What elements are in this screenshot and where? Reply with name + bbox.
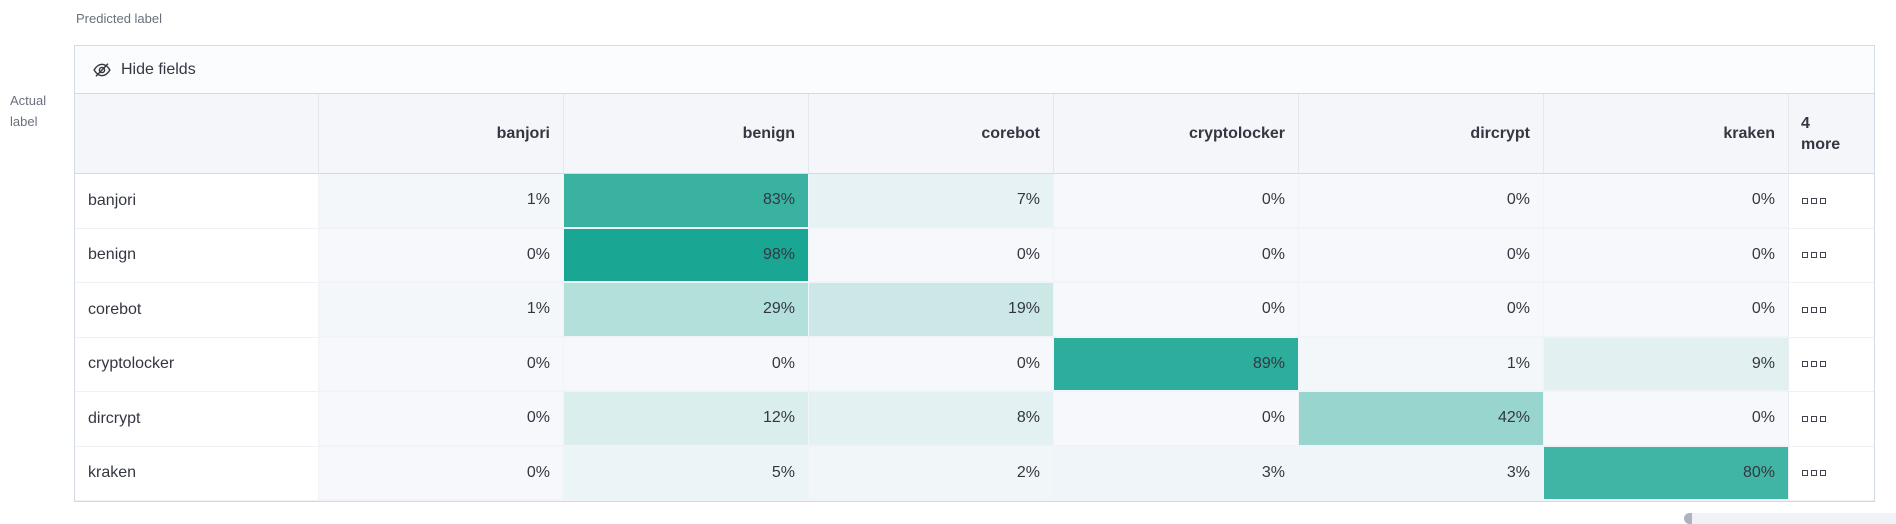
row-more-button-dircrypt[interactable]	[1788, 392, 1874, 447]
column-header-corebot[interactable]: corebot	[808, 94, 1053, 174]
confusion-matrix-panel: Hide fields banjori benign corebot cryptolo…	[74, 45, 1875, 502]
cell-banjori-benign[interactable]: 83%	[563, 174, 808, 229]
boxes-horizontal-icon	[1820, 197, 1826, 204]
cell-dircrypt-benign[interactable]: 12%	[563, 392, 808, 447]
row-more-button-corebot[interactable]	[1788, 283, 1874, 338]
column-header-dircrypt[interactable]: dircrypt	[1298, 94, 1543, 174]
boxes-horizontal-icon	[1811, 415, 1817, 422]
boxes-horizontal-icon	[1802, 197, 1808, 204]
boxes-horizontal-icon	[1820, 306, 1826, 313]
boxes-horizontal-icon	[1802, 306, 1808, 313]
boxes-horizontal-icon	[1802, 415, 1808, 422]
row-more-button-benign[interactable]	[1788, 228, 1874, 283]
horizontal-scrollbar[interactable]	[1684, 513, 1896, 524]
cell-cryptolocker-corebot[interactable]: 0%	[808, 337, 1053, 392]
eye-slash-icon	[92, 60, 112, 80]
cell-kraken-corebot[interactable]: 2%	[808, 446, 1053, 501]
cell-kraken-benign[interactable]: 5%	[563, 446, 808, 501]
cell-benign-kraken[interactable]: 0%	[1543, 228, 1788, 283]
boxes-horizontal-icon	[1811, 306, 1817, 313]
confusion-matrix-grid: banjori benign corebot cryptolocker dircrypt…	[75, 94, 1874, 501]
boxes-horizontal-icon	[1811, 197, 1817, 204]
more-label: more	[1801, 135, 1841, 153]
cell-benign-cryptolocker[interactable]: 0%	[1053, 228, 1298, 283]
boxes-horizontal-icon	[1811, 470, 1817, 477]
hide-fields-label: Hide fields	[121, 60, 196, 78]
cell-benign-dircrypt[interactable]: 0%	[1298, 228, 1543, 283]
boxes-horizontal-icon	[1802, 252, 1808, 259]
cell-banjori-banjori[interactable]: 1%	[318, 174, 563, 229]
row-label-kraken[interactable]: kraken	[75, 446, 318, 501]
predicted-axis-label: Predicted label	[76, 11, 162, 26]
row-label-corebot[interactable]: corebot	[75, 283, 318, 338]
column-header-benign[interactable]: benign	[563, 94, 808, 174]
cell-cryptolocker-kraken[interactable]: 9%	[1543, 337, 1788, 392]
actual-axis-label: Actual label	[10, 93, 47, 129]
cell-benign-benign[interactable]: 98%	[563, 228, 808, 283]
cell-benign-banjori[interactable]: 0%	[318, 228, 563, 283]
cell-benign-corebot[interactable]: 0%	[808, 228, 1053, 283]
column-header-empty	[75, 94, 318, 174]
row-more-button-banjori[interactable]	[1788, 174, 1874, 229]
cell-cryptolocker-cryptolocker[interactable]: 89%	[1053, 337, 1298, 392]
cell-corebot-dircrypt[interactable]: 0%	[1298, 283, 1543, 338]
cell-dircrypt-corebot[interactable]: 8%	[808, 392, 1053, 447]
cell-cryptolocker-benign[interactable]: 0%	[563, 337, 808, 392]
cell-dircrypt-cryptolocker[interactable]: 0%	[1053, 392, 1298, 447]
row-label-dircrypt[interactable]: dircrypt	[75, 392, 318, 447]
boxes-horizontal-icon	[1802, 470, 1808, 477]
boxes-horizontal-icon	[1820, 252, 1826, 259]
scrollbar-thumb[interactable]	[1684, 513, 1692, 524]
column-header-kraken[interactable]: kraken	[1543, 94, 1788, 174]
cell-banjori-corebot[interactable]: 7%	[808, 174, 1053, 229]
cell-dircrypt-dircrypt[interactable]: 42%	[1298, 392, 1543, 447]
cell-banjori-kraken[interactable]: 0%	[1543, 174, 1788, 229]
hide-fields-button[interactable]: Hide fields	[75, 46, 1874, 94]
cell-corebot-corebot[interactable]: 19%	[808, 283, 1053, 338]
cell-kraken-kraken[interactable]: 80%	[1543, 446, 1788, 501]
cell-corebot-benign[interactable]: 29%	[563, 283, 808, 338]
cell-banjori-cryptolocker[interactable]: 0%	[1053, 174, 1298, 229]
cell-cryptolocker-dircrypt[interactable]: 1%	[1298, 337, 1543, 392]
row-label-benign[interactable]: benign	[75, 228, 318, 283]
column-header-banjori[interactable]: banjori	[318, 94, 563, 174]
boxes-horizontal-icon	[1802, 361, 1808, 368]
more-count: 4	[1801, 114, 1810, 132]
row-label-cryptolocker[interactable]: cryptolocker	[75, 337, 318, 392]
boxes-horizontal-icon	[1811, 252, 1817, 259]
cell-corebot-cryptolocker[interactable]: 0%	[1053, 283, 1298, 338]
column-header-more[interactable]: 4 more	[1788, 94, 1874, 174]
boxes-horizontal-icon	[1820, 415, 1826, 422]
cell-kraken-dircrypt[interactable]: 3%	[1298, 446, 1543, 501]
row-label-banjori[interactable]: banjori	[75, 174, 318, 229]
cell-banjori-dircrypt[interactable]: 0%	[1298, 174, 1543, 229]
cell-dircrypt-banjori[interactable]: 0%	[318, 392, 563, 447]
column-header-cryptolocker[interactable]: cryptolocker	[1053, 94, 1298, 174]
boxes-horizontal-icon	[1820, 470, 1826, 477]
row-more-button-cryptolocker[interactable]	[1788, 337, 1874, 392]
cell-corebot-banjori[interactable]: 1%	[318, 283, 563, 338]
cell-corebot-kraken[interactable]: 0%	[1543, 283, 1788, 338]
cell-dircrypt-kraken[interactable]: 0%	[1543, 392, 1788, 447]
cell-kraken-banjori[interactable]: 0%	[318, 446, 563, 501]
row-more-button-kraken[interactable]	[1788, 446, 1874, 501]
cell-cryptolocker-banjori[interactable]: 0%	[318, 337, 563, 392]
boxes-horizontal-icon	[1820, 361, 1826, 368]
cell-kraken-cryptolocker[interactable]: 3%	[1053, 446, 1298, 501]
boxes-horizontal-icon	[1811, 361, 1817, 368]
